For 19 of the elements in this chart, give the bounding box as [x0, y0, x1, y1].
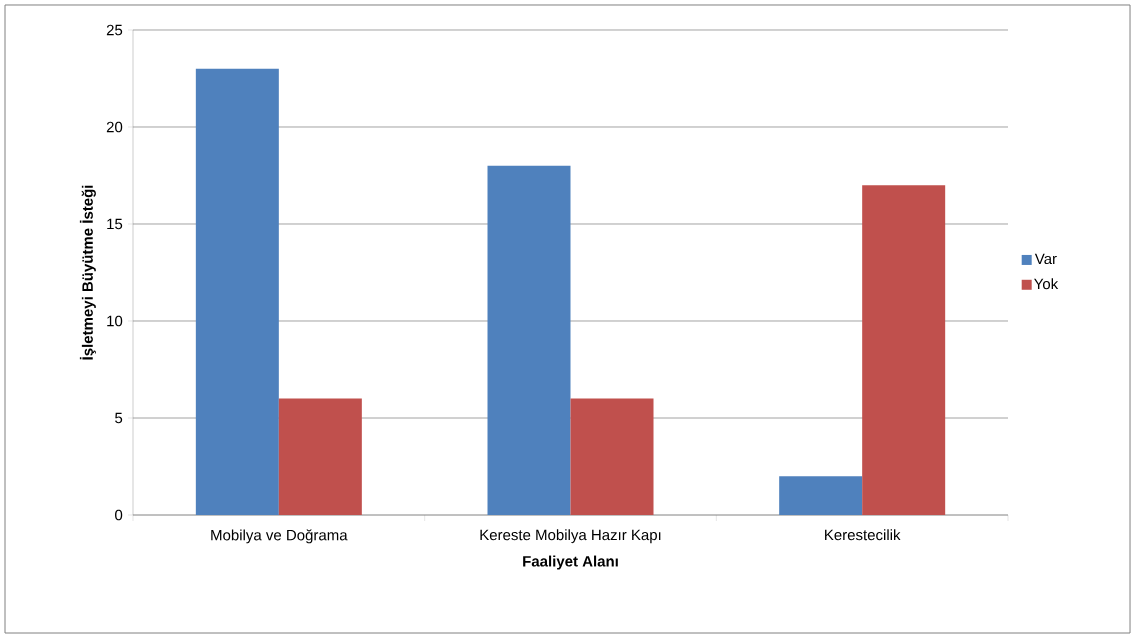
bar	[862, 185, 946, 515]
x-tick-label: Kerestecilik	[825, 529, 901, 541]
x-axis-title: Faaliyet Alanı	[523, 555, 618, 570]
y-tick-label: 0	[115, 509, 123, 521]
x-tick-label: Mobilya ve Doğrama	[211, 529, 348, 544]
x-tick-label: Kereste Mobilya Hazır Kapı	[480, 529, 661, 544]
y-tick-label: 15	[107, 218, 123, 230]
y-tick-label: 25	[106, 24, 123, 36]
y-tick-label: 5	[115, 412, 123, 424]
bar	[487, 165, 571, 515]
y-tick-label: 20	[106, 121, 123, 133]
y-tick-label: 10	[107, 315, 123, 327]
y-axis-title: İşletmeyi Büyütme İsteği	[79, 185, 96, 360]
legend-label: Var	[1034, 253, 1057, 265]
bar	[570, 398, 654, 515]
bar	[779, 476, 863, 515]
legend-label: Yok	[1034, 278, 1059, 290]
bar	[195, 68, 279, 515]
bar	[278, 398, 362, 515]
